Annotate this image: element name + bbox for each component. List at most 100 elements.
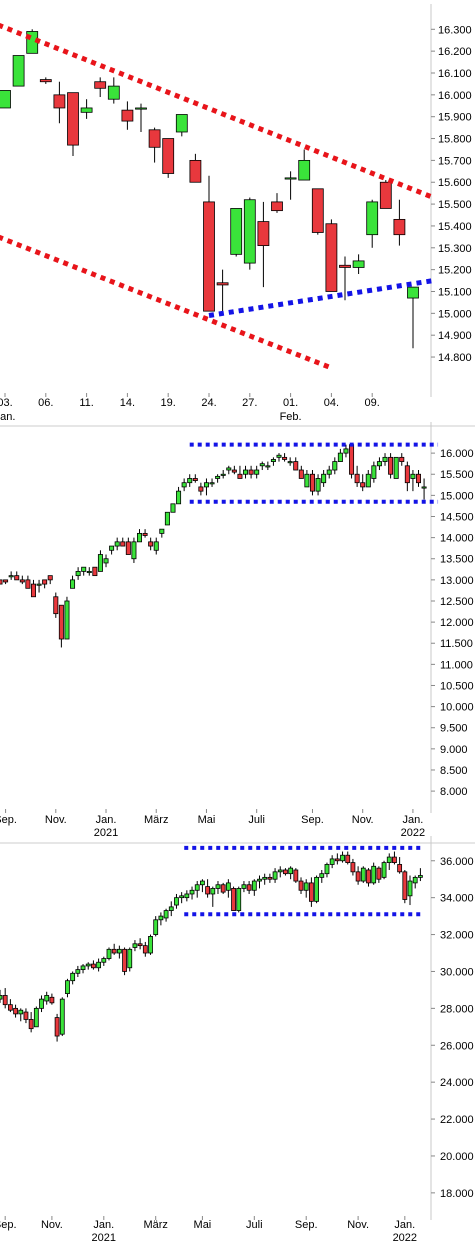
- x-tick-label: März: [143, 1219, 167, 1231]
- candle: [366, 868, 371, 887]
- candle-body-up: [174, 897, 179, 906]
- y-tick-label: 20.000: [440, 1151, 474, 1163]
- candle-body-down: [248, 469, 254, 475]
- candle: [97, 550, 103, 572]
- x-tick-sublabel: 2021: [92, 1232, 116, 1244]
- candle: [189, 153, 202, 183]
- candle-body-down: [148, 541, 154, 547]
- candle: [131, 537, 137, 563]
- candle: [332, 457, 338, 475]
- candle-body-up: [107, 85, 120, 100]
- candle-body-up: [184, 893, 190, 899]
- candle-body-up: [39, 998, 44, 1009]
- candle: [164, 511, 170, 526]
- candle-body-down: [198, 486, 204, 492]
- candle-body-up: [272, 871, 278, 880]
- x-tick-label: 03.: [0, 397, 13, 409]
- candle-body-up: [360, 867, 366, 882]
- candle: [103, 554, 109, 568]
- candle: [309, 470, 315, 496]
- candle-body-down: [91, 963, 96, 969]
- candle: [174, 893, 179, 909]
- y-tick-label: 13.000: [440, 575, 474, 587]
- candle-body-down: [298, 469, 304, 479]
- candle-body-up: [243, 199, 256, 264]
- candle-body-down: [237, 473, 243, 479]
- candle: [158, 912, 164, 926]
- candle-body-down: [267, 876, 273, 880]
- candle: [345, 851, 351, 865]
- x-tick-label: 24.: [201, 397, 216, 409]
- y-tick-label: 14.800: [438, 352, 472, 364]
- candle-body-up: [329, 858, 335, 865]
- candle: [53, 81, 66, 124]
- x-tick-sublabel: 2022: [401, 827, 425, 839]
- candle: [0, 579, 3, 585]
- candle-body-down: [282, 456, 288, 460]
- candle-body-down: [47, 575, 53, 581]
- candle: [393, 456, 399, 479]
- y-tick-label: 15.900: [438, 112, 472, 124]
- candle-body-down: [402, 871, 408, 900]
- candle-body-down: [137, 943, 143, 947]
- candle-body-down: [345, 854, 351, 864]
- y-tick-label: 12.000: [440, 617, 474, 629]
- y-tick-label: 16.300: [438, 24, 472, 36]
- x-tick-label: Jan.: [403, 814, 424, 826]
- candle-body-up: [241, 884, 247, 889]
- x-tick-label: 06.: [38, 397, 53, 409]
- candle: [170, 503, 176, 513]
- x-tick-label: Sep.: [0, 1219, 17, 1231]
- candle-body-up: [417, 875, 423, 878]
- candle: [355, 866, 361, 885]
- candle: [19, 575, 25, 585]
- candle-body-up: [106, 948, 112, 959]
- candle-body-up: [371, 465, 377, 479]
- support-trendline: [208, 278, 434, 318]
- candle-body-up: [365, 473, 371, 488]
- candle-body-down: [379, 181, 392, 209]
- candle: [42, 579, 48, 589]
- candle: [360, 866, 366, 883]
- candle-body-down: [311, 188, 324, 233]
- candle-body-down: [30, 583, 36, 598]
- candle: [86, 567, 92, 576]
- candle: [203, 175, 215, 312]
- candle-body-down: [271, 201, 283, 212]
- candle: [241, 881, 247, 893]
- candle-body-up: [304, 473, 310, 488]
- candle-body-up: [103, 558, 109, 564]
- candle-body-down: [121, 109, 134, 122]
- candle-body-up: [86, 571, 92, 574]
- candle-body-up: [159, 528, 165, 534]
- candle-body-down: [92, 566, 98, 577]
- candle: [53, 592, 59, 618]
- y-tick-label: 9.000: [440, 744, 468, 756]
- candle: [114, 537, 120, 551]
- y-tick-label: 10.500: [440, 680, 474, 692]
- candle-body-up: [148, 936, 153, 954]
- candle-body-up: [340, 854, 345, 862]
- y-tick-label: 16.000: [438, 90, 472, 102]
- candle-body-up: [230, 208, 243, 255]
- candle: [49, 993, 55, 1005]
- candle: [259, 461, 265, 471]
- candle-body-up: [75, 969, 81, 974]
- candle-body-down: [231, 469, 237, 473]
- candle-body-up: [236, 888, 242, 911]
- candle-body-up: [81, 566, 87, 572]
- candle-body-up: [131, 541, 137, 560]
- candle: [12, 55, 25, 87]
- candle-body-up: [343, 448, 349, 454]
- candle: [282, 453, 288, 462]
- x-tick-label: 19.: [161, 397, 176, 409]
- candle: [65, 978, 70, 998]
- x-tick-sublabel: Feb.: [280, 411, 302, 423]
- candle: [325, 219, 338, 292]
- candle: [132, 940, 138, 952]
- candle-body-up: [12, 55, 25, 87]
- candle: [187, 474, 193, 487]
- candle: [386, 853, 392, 870]
- candle: [271, 193, 283, 213]
- y-tick-label: 15.800: [438, 134, 472, 146]
